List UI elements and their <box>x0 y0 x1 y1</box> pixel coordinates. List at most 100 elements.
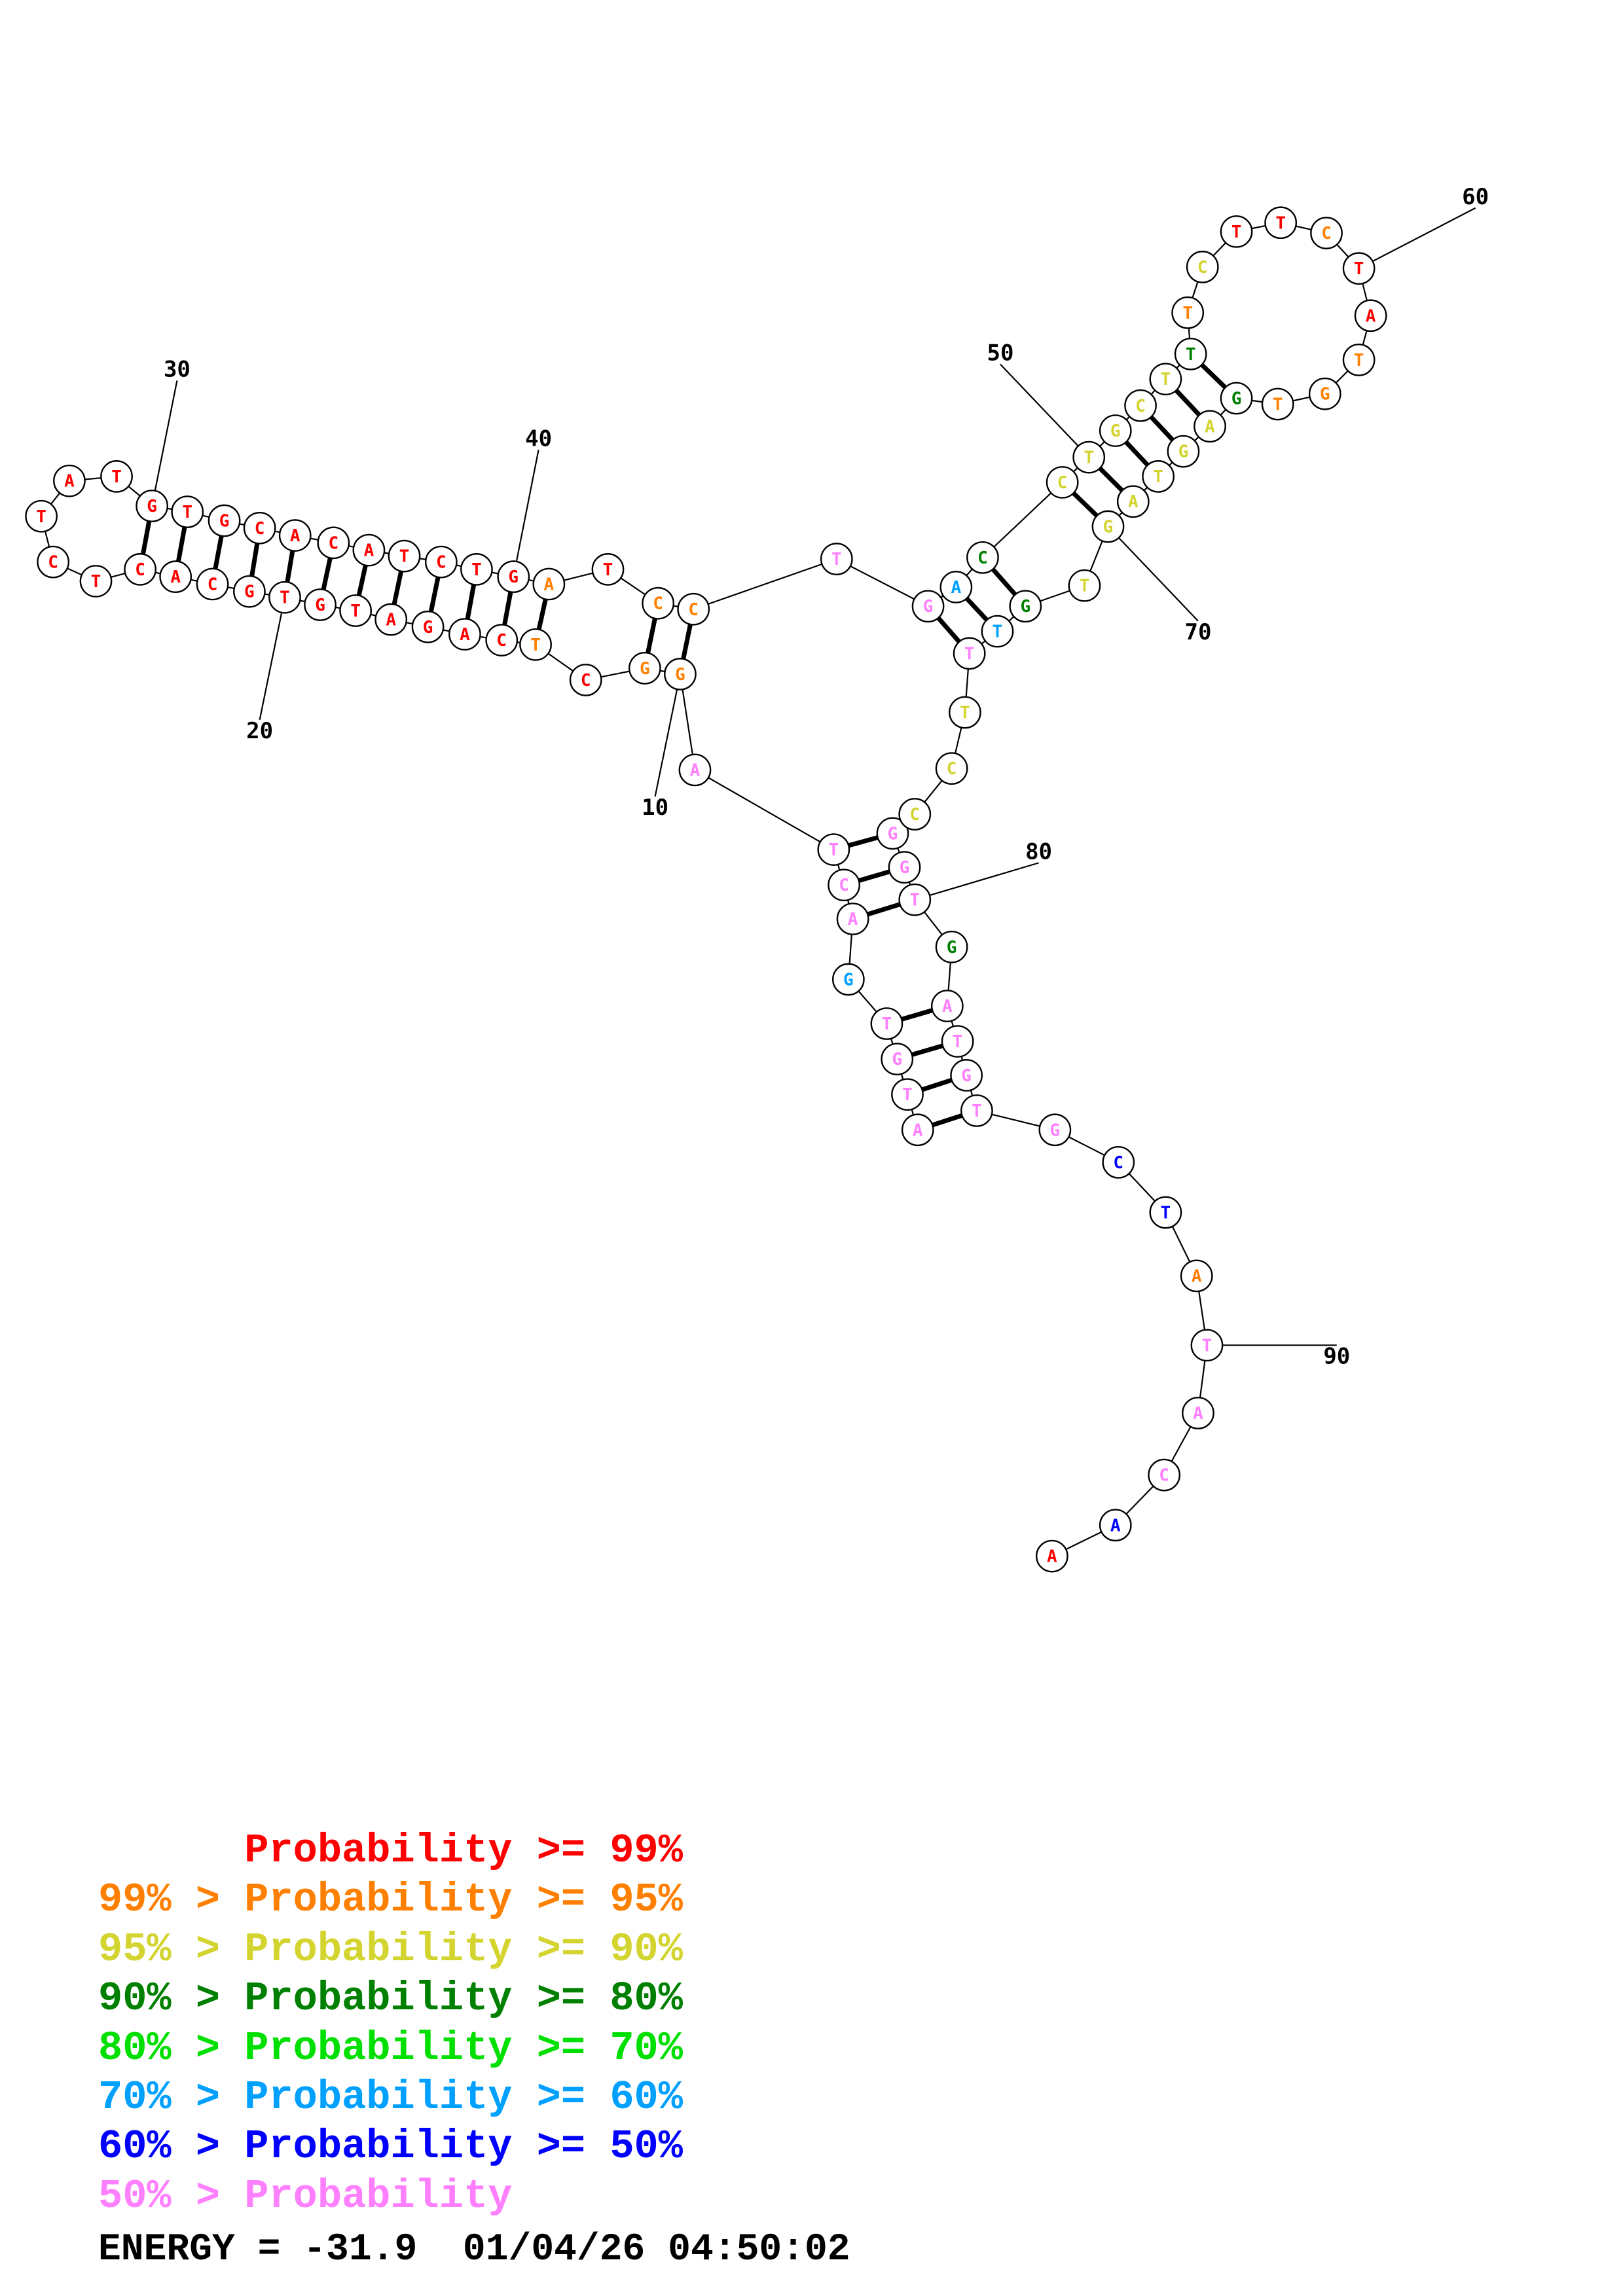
base-pair-bond <box>1098 466 1124 492</box>
nucleotide-letter: C <box>1135 397 1146 416</box>
position-tick <box>259 597 286 720</box>
nucleotide-letter: G <box>508 567 519 587</box>
position-label: 20 <box>246 718 273 744</box>
nucleotide-letter: T <box>972 1102 982 1121</box>
nucleotide-letter: C <box>947 759 957 779</box>
base-pair-bond <box>932 1113 963 1128</box>
nucleotide-letter: A <box>942 997 953 1016</box>
legend-entry: 70% > Probability >= 60% <box>98 2074 683 2121</box>
nucleotide: C <box>317 526 350 560</box>
nucleotide: C <box>124 553 156 586</box>
nucleotide-circle <box>1220 382 1253 415</box>
nucleotide: T <box>891 1078 924 1111</box>
nucleotide-circle <box>981 615 1014 648</box>
nucleotide-circle <box>1354 299 1387 332</box>
nucleotide-letter: T <box>1275 213 1286 233</box>
nucleotide-letter: G <box>1110 422 1121 441</box>
nucleotide: T <box>591 553 625 586</box>
nucleotide-circle <box>233 575 266 608</box>
nucleotide: G <box>304 588 337 621</box>
nucleotide-circle <box>677 592 710 626</box>
nucleotide-circle <box>1099 1509 1132 1542</box>
nucleotide: G <box>881 1043 914 1075</box>
position-tick <box>513 450 539 577</box>
legend-entry: 60% > Probability >= 50% <box>98 2123 683 2170</box>
nucleotide: G <box>950 1059 983 1092</box>
nucleotide-circle <box>448 618 481 651</box>
nucleotide-circle <box>1308 377 1341 410</box>
nucleotide-circle <box>817 833 850 866</box>
position-tick <box>151 380 178 507</box>
nucleotide-circle <box>532 567 566 601</box>
nucleotide: T <box>817 833 850 866</box>
nucleotide-circle <box>1171 296 1205 329</box>
nucleotide: C <box>1186 251 1219 283</box>
nucleotide: C <box>196 567 229 601</box>
nucleotide-circle <box>1099 414 1132 447</box>
nucleotide: T <box>79 565 113 598</box>
nucleotide-letter: A <box>364 541 374 561</box>
backbone-layer <box>41 222 1372 1557</box>
nucleotide: G <box>411 610 445 643</box>
nucleotide-letter: A <box>1193 1404 1203 1424</box>
nucleotide-circle <box>628 652 661 685</box>
nucleotide-letter: T <box>36 507 46 527</box>
nucleotide-circle <box>1072 440 1106 474</box>
nucleotide-letter: G <box>315 596 325 615</box>
nucleotide-letter: C <box>1159 1466 1169 1486</box>
nucleotide: C <box>898 798 932 831</box>
nucleotide-letter: T <box>1161 1203 1171 1223</box>
nucleotide-letter: T <box>399 547 410 567</box>
nucleotide-letter: C <box>581 671 591 691</box>
nucleotide-letter: A <box>64 472 75 492</box>
nucleotide-letter: A <box>951 578 962 598</box>
nucleotide-circle <box>1264 206 1298 240</box>
backbone-segment <box>982 482 1063 558</box>
nucleotide-letter: G <box>843 970 854 990</box>
nucleotide-circle <box>159 560 192 594</box>
nucleotide-letter: A <box>1110 1516 1121 1535</box>
nucleotide-circle <box>124 553 156 586</box>
nucleotide: T <box>339 594 372 627</box>
nucleotide-circle <box>208 504 241 537</box>
position-label: 80 <box>1025 838 1052 865</box>
nucleotide: C <box>424 545 458 579</box>
nucleotide-letter: T <box>1080 577 1090 596</box>
nucleotide-circle <box>1035 1539 1068 1573</box>
nucleotide: T <box>1342 252 1376 285</box>
nucleotide-circle <box>898 798 932 831</box>
position-tick <box>654 673 682 797</box>
nucleotide-circle <box>1046 466 1079 499</box>
nucleotide-circle <box>591 553 625 586</box>
nucleotide-circle <box>891 1078 924 1111</box>
nucleotide-circle <box>1186 251 1219 283</box>
nucleotide-letter: T <box>882 1014 892 1034</box>
nucleotide-letter: A <box>848 910 858 929</box>
nucleotide-letter: A <box>386 611 396 630</box>
nucleotide-circle <box>1190 1329 1224 1362</box>
nucleotide-letter: A <box>690 761 701 780</box>
nucleotide-letter: T <box>1182 304 1193 323</box>
nucleotide-circle <box>950 1059 983 1092</box>
nucleotide: T <box>953 637 986 670</box>
nucleotide-letter: C <box>1321 224 1332 243</box>
nucleotide: T <box>949 696 981 729</box>
nucleotide-letter: A <box>1128 492 1139 512</box>
nucleotide-letter: T <box>1084 448 1094 468</box>
base-pair-bond <box>356 564 368 596</box>
nucleotide: A <box>678 753 712 787</box>
nucleotide-letter: C <box>839 876 849 895</box>
nucleotide: C <box>828 869 860 902</box>
nucleotide: A <box>1354 299 1387 332</box>
nucleotide-circle <box>424 545 458 579</box>
legend-entry: 95% > Probability >= 90% <box>98 1926 683 1973</box>
nucleotide: T <box>941 1025 974 1058</box>
nucleotide: C <box>1310 217 1343 249</box>
nucleotide-circle <box>1149 1196 1182 1229</box>
nucleotide-circle <box>678 753 712 787</box>
nucleotide-letter: C <box>496 631 507 651</box>
nucleotide-circle <box>1149 363 1182 396</box>
nucleotide-letter: A <box>544 575 555 594</box>
nucleotide-letter: G <box>888 824 898 844</box>
